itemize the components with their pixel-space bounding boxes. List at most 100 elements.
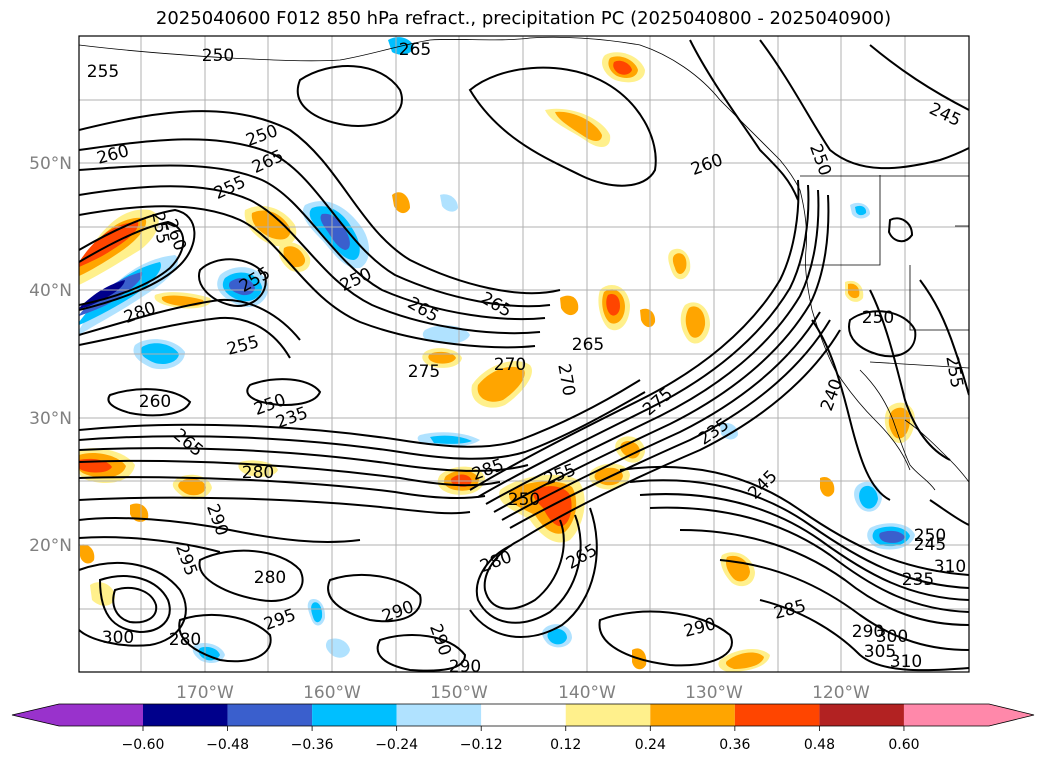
precip-positive-area (130, 503, 149, 522)
contour-line (79, 391, 646, 460)
lon-label-120w: 120°W (812, 683, 870, 703)
contour-line (79, 379, 641, 448)
contour-label: 300 (876, 627, 908, 647)
colorbar-cell (396, 704, 482, 726)
contour-line (848, 310, 917, 358)
contour-line (198, 549, 304, 602)
coastline-gulf-california (904, 419, 969, 483)
contour-label: 270 (494, 355, 526, 375)
precip-positive-area (613, 60, 632, 75)
contour-label: 250 (914, 526, 946, 546)
contour-line (485, 189, 820, 505)
precip-positive-area (820, 476, 835, 497)
colorbar-tick-label: 0.12 (550, 737, 581, 753)
contour-line (79, 496, 471, 515)
contour-label: 265 (399, 40, 431, 60)
contour-label: 310 (934, 557, 966, 577)
precip-positive-area (725, 652, 764, 669)
contour-line (639, 493, 969, 601)
colorbar-tick-label: 0.24 (635, 737, 666, 753)
contour-line (79, 536, 221, 553)
precip-negative-area (320, 213, 350, 250)
contour-line (929, 499, 969, 526)
contour-line (493, 194, 830, 513)
contour-line (79, 185, 541, 335)
contour-line (475, 514, 582, 624)
contour-line (501, 311, 821, 521)
colorbar-cell (650, 704, 735, 726)
contour-label: 290 (852, 622, 884, 642)
contour-line (246, 378, 322, 406)
boundary-state (800, 175, 881, 266)
precip-negative-area (547, 628, 567, 645)
precip-positive-area (555, 111, 602, 141)
precip-negative-area (430, 435, 472, 444)
colorbar-ticks: −0.60 −0.48 −0.36 −0.24 −0.12 0.12 0.24 0.36 0.4… (122, 726, 920, 753)
contour-line (376, 634, 467, 672)
lat-label-30n: 30°N (29, 409, 72, 429)
contour-line (468, 66, 657, 187)
precip-positive-area (672, 253, 687, 274)
precip-negative-area (879, 530, 905, 543)
colorbar-tick-label: −0.60 (122, 737, 165, 753)
contour-line (98, 575, 171, 634)
precip-negative-area (311, 602, 323, 623)
coastline-west-coast (799, 189, 911, 471)
precip-positive-area (90, 582, 115, 606)
contour-line (887, 217, 914, 243)
precip-negative-area (198, 646, 220, 661)
contour-line (107, 388, 192, 417)
contour-label: 280 (254, 568, 286, 588)
contour-label: 265 (572, 335, 604, 355)
contour-line (79, 476, 486, 500)
colorbar-tick-label: −0.24 (375, 737, 418, 753)
contour-line (719, 559, 969, 651)
colorbar-tick-label: −0.36 (291, 737, 334, 753)
precip-positive-area (477, 366, 525, 402)
precip-negative-area (855, 205, 867, 216)
contour-line (79, 208, 196, 311)
precip-positive-area (685, 306, 706, 338)
contour-line (296, 65, 403, 127)
precip-positive-area (640, 308, 656, 328)
contour-line (519, 329, 841, 541)
contour-label: 275 (408, 362, 440, 382)
colorbar-cells (59, 704, 989, 726)
colorbar-cell (819, 704, 904, 726)
colorbar-cell (481, 704, 566, 726)
contour-line (469, 507, 598, 638)
contour-line (178, 614, 272, 663)
colorbar-cell (312, 704, 397, 726)
map-panel (78, 35, 970, 673)
colorbar-cell (903, 704, 989, 726)
contour-line (629, 479, 969, 589)
precip-positive-area (428, 351, 456, 364)
contour-label: 280 (242, 463, 274, 483)
colorbar-tick-label: 0.48 (804, 737, 835, 753)
contour-label: 250 (862, 308, 894, 328)
contour-line (79, 447, 529, 472)
latitude-labels: 50°N 40°N 30°N 20°N (29, 154, 72, 556)
map-title: 2025040600 F012 850 hPa refract., precip… (155, 8, 892, 29)
contour-line (869, 44, 969, 111)
contour-line (679, 529, 969, 626)
colorbar-cell (227, 704, 313, 726)
colorbar-tick-label: −0.12 (460, 737, 503, 753)
contour-line (869, 289, 951, 461)
coastline-baja (859, 369, 936, 491)
contour-line (79, 138, 551, 308)
contour-label: 250 (508, 490, 540, 510)
colorbar-cell (59, 704, 143, 726)
contour-line (759, 599, 969, 672)
coastline-alaska (79, 36, 801, 191)
precip-negative-area (422, 325, 470, 344)
contour-line (79, 517, 361, 543)
contour-line (759, 39, 969, 170)
contour-line (509, 319, 831, 529)
contour-line (649, 506, 969, 613)
colorbar-extend-min (12, 704, 59, 726)
contour-line (79, 298, 301, 341)
contour-line (469, 179, 800, 491)
contour-label: 305 (864, 642, 896, 662)
